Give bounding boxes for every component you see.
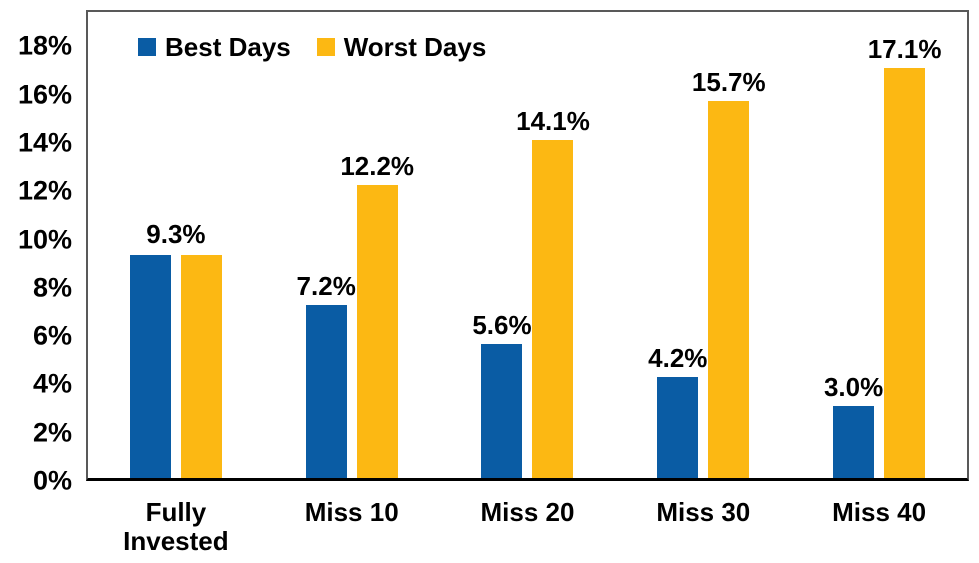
- bar-worst-days-miss-40: 17.1%: [868, 36, 941, 478]
- value-label-best-days-miss-10: 7.2%: [296, 271, 356, 302]
- x-label-fully-invested: Fully Invested: [123, 497, 229, 556]
- best-days-swatch-icon: [138, 38, 156, 56]
- bar-group-fully-invested: 9.3%: [88, 12, 264, 478]
- bar-group-miss-20: 5.6% 14.1%: [440, 12, 616, 478]
- worst-days-swatch-icon: [316, 38, 335, 56]
- value-label-worst-days-miss-40: 17.1%: [867, 33, 942, 64]
- value-label-best-days-miss-20: 5.6%: [472, 309, 532, 340]
- x-label-miss-30: Miss 30: [656, 497, 751, 527]
- legend-item-worst-days: Worst Days: [316, 32, 487, 62]
- bar-best-days-miss-20: 5.6%: [472, 312, 532, 478]
- y-tick-14: 14%: [17, 127, 72, 158]
- y-tick-12: 12%: [17, 175, 72, 206]
- y-tick-2: 2%: [32, 417, 72, 448]
- y-tick-18: 18%: [17, 30, 72, 61]
- bar-worst-days-fully-invested: [180, 254, 222, 478]
- bar-best-days-miss-10: 7.2%: [297, 273, 356, 478]
- x-label-miss-40: Miss 40: [832, 497, 927, 527]
- bar-group-miss-10: 7.2% 12.2%: [264, 12, 440, 478]
- x-axis-category-labels: Fully Invested Miss 10 Miss 20 Miss 30 Miss …: [88, 498, 967, 558]
- legend-item-best-days: Best Days: [138, 34, 291, 60]
- value-label-worst-days-miss-20: 14.1%: [516, 105, 590, 136]
- y-tick-10: 10%: [17, 224, 72, 254]
- value-label-best-days-miss-30: 4.2%: [648, 343, 708, 374]
- legend-label-best-days: Best Days: [165, 32, 291, 62]
- bar-best-days-miss-30: 4.2%: [648, 345, 707, 478]
- legend: Best Days Worst Days: [138, 34, 486, 60]
- value-label-best-days-miss-40: 3.0%: [823, 372, 884, 402]
- y-tick-0: 0%: [32, 465, 72, 496]
- y-tick-16: 16%: [17, 79, 72, 110]
- bar-best-days-miss-40: 3.0%: [824, 374, 883, 478]
- value-label-fully-invested: 9.3%: [146, 218, 206, 249]
- x-label-miss-20: Miss 20: [480, 497, 575, 527]
- y-tick-6: 6%: [32, 320, 72, 351]
- value-label-worst-days-miss-30: 15.7%: [691, 67, 766, 98]
- x-label-miss-10: Miss 10: [304, 497, 399, 527]
- bar-worst-days-miss-20: 14.1%: [516, 108, 590, 478]
- bar-worst-days-miss-30: 15.7%: [692, 69, 766, 478]
- bar-worst-days-miss-10: 12.2%: [340, 153, 414, 478]
- y-tick-4: 4%: [32, 368, 72, 399]
- bar-group-miss-40: 3.0% 17.1%: [791, 12, 967, 478]
- bar-best-days-fully-invested: [129, 254, 171, 478]
- y-tick-8: 8%: [32, 272, 72, 303]
- value-label-worst-days-miss-10: 12.2%: [340, 151, 415, 182]
- legend-label-worst-days: Worst Days: [343, 32, 487, 62]
- bar-group-miss-30: 4.2% 15.7%: [615, 12, 791, 478]
- plot-area: Best Days Worst Days 9.3% 7.2% 12.2% 5.6% 14…: [86, 10, 969, 481]
